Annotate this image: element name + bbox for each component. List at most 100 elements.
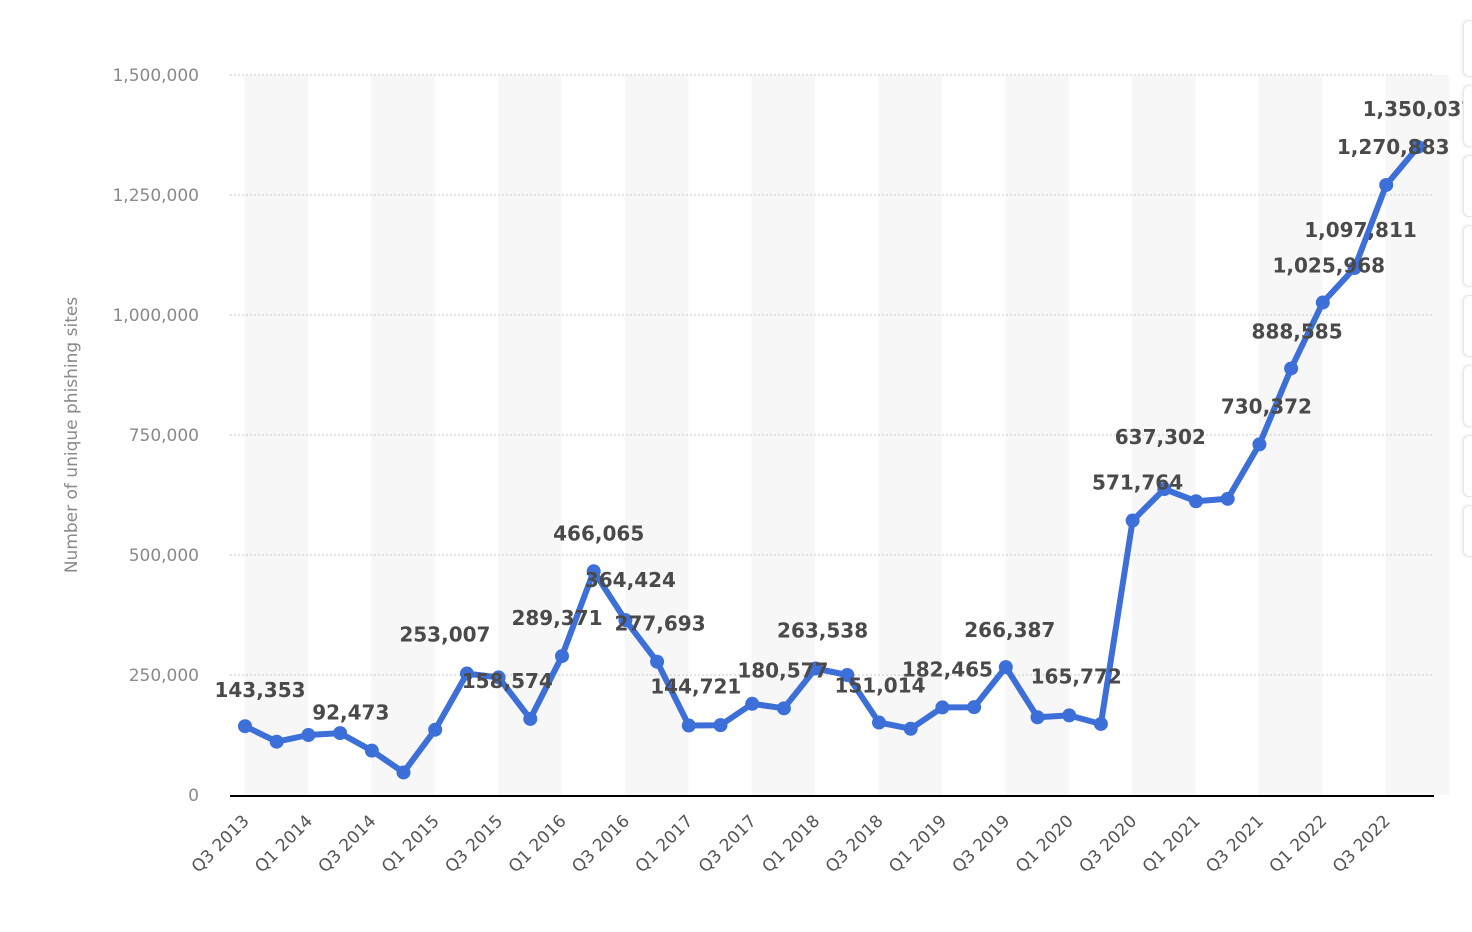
x-tick-label: Q1 2020 [1012, 811, 1078, 877]
x-tick-label: Q1 2019 [885, 811, 951, 877]
y-tick-label: 1,500,000 [112, 66, 199, 86]
data-label: 165,772 [1031, 664, 1122, 688]
data-label: 1,350,037 [1363, 97, 1472, 121]
data-point [1410, 139, 1425, 154]
x-tick-label: Q1 2015 [378, 811, 444, 877]
data-point [681, 718, 696, 733]
y-tick-label: 1,000,000 [112, 306, 199, 326]
side-toolbar-edge[interactable] [1463, 155, 1472, 217]
side-toolbar-edge[interactable] [1463, 20, 1472, 77]
data-point [459, 666, 474, 681]
data-label: 92,473 [312, 701, 389, 725]
data-point [903, 721, 918, 736]
data-point [1315, 295, 1330, 310]
x-tick-label: Q3 2021 [1202, 811, 1268, 877]
data-point [1157, 482, 1172, 497]
data-point [364, 743, 379, 758]
x-tick-label: Q3 2015 [441, 811, 507, 877]
side-toolbar-edge[interactable] [1463, 505, 1472, 557]
x-tick-label: Q3 2019 [949, 811, 1015, 877]
data-point [650, 654, 665, 669]
data-point [872, 715, 886, 730]
data-label: 143,353 [214, 678, 305, 702]
data-point [1347, 261, 1362, 276]
data-point [713, 718, 728, 733]
data-point [428, 722, 443, 737]
data-point [333, 726, 348, 741]
x-tick-label: Q3 2013 [188, 811, 254, 877]
y-axis-title: Number of unique phishing sites [62, 297, 82, 574]
y-tick-label: 750,000 [129, 426, 199, 446]
data-point [491, 670, 506, 685]
x-tick-label: Q1 2021 [1139, 811, 1205, 877]
data-point [1062, 708, 1077, 723]
x-tick-label: Q1 2014 [251, 811, 317, 877]
data-label: 151,014 [834, 674, 925, 698]
data-label: 289,371 [511, 606, 602, 630]
data-point [1093, 716, 1108, 731]
x-tick-label: Q3 2017 [695, 811, 761, 877]
data-label: 277,693 [615, 612, 706, 636]
line-series[interactable] [238, 139, 1425, 780]
data-point [269, 734, 284, 749]
y-tick-label: 1,250,000 [112, 186, 199, 206]
data-point [1030, 710, 1045, 725]
data-point [396, 765, 411, 780]
y-tick-label: 500,000 [129, 546, 199, 566]
data-label: 263,538 [777, 619, 868, 643]
data-point [238, 719, 252, 734]
side-toolbar-edge[interactable] [1463, 225, 1472, 287]
data-point [1379, 177, 1394, 192]
data-label: 1,025,968 [1272, 254, 1385, 278]
data-point [998, 660, 1013, 675]
x-tick-label: Q3 2022 [1329, 811, 1395, 877]
data-point [840, 668, 855, 682]
x-tick-label: Q3 2016 [568, 811, 634, 877]
data-point [745, 696, 760, 711]
data-label: 158,574 [462, 669, 553, 693]
data-label: 888,585 [1252, 319, 1343, 343]
data-point [967, 700, 982, 715]
data-point [301, 728, 316, 742]
data-label: 637,302 [1115, 425, 1206, 449]
y-tick-label: 250,000 [129, 666, 199, 686]
data-label: 253,007 [399, 623, 490, 647]
data-point [586, 564, 601, 579]
data-labels: 143,353 92,473 253,007 158,574 289,371 466,06… [214, 97, 1472, 725]
data-point [1284, 361, 1299, 376]
x-tick-label: Q3 2020 [1075, 811, 1141, 877]
data-point [808, 661, 823, 676]
data-label: 1,270,883 [1337, 135, 1450, 159]
data-point [555, 649, 569, 664]
data-point [523, 711, 538, 726]
data-point [618, 613, 633, 628]
side-toolbar-edge[interactable] [1463, 365, 1472, 427]
side-toolbar-edge[interactable] [1463, 85, 1472, 147]
data-label: 364,424 [585, 568, 676, 592]
x-tick-label: Q1 2016 [505, 811, 571, 877]
data-label: 730,372 [1221, 394, 1312, 418]
data-label: 571,764 [1092, 471, 1183, 495]
data-point [1189, 494, 1203, 509]
x-tick-label: Q3 2018 [822, 811, 888, 877]
x-tick-label: Q3 2014 [315, 811, 381, 877]
data-label: 180,577 [737, 658, 828, 682]
data-label: 144,721 [650, 675, 741, 699]
data-label: 466,065 [553, 521, 644, 545]
data-point [935, 700, 950, 715]
side-toolbar-edge[interactable] [1463, 295, 1472, 357]
x-tick-label: Q1 2017 [632, 811, 698, 877]
background-band [1385, 75, 1450, 795]
data-point [1220, 491, 1235, 506]
gridlines [230, 74, 1434, 676]
data-point [1125, 513, 1140, 528]
data-point [776, 701, 791, 716]
side-toolbar-edge[interactable] [1463, 435, 1472, 497]
y-axis-ticks: 0 250,000 500,000 750,000 1,000,000 1,250,000… [112, 66, 199, 806]
data-point [1252, 437, 1267, 452]
x-tick-label: Q1 2018 [758, 811, 824, 877]
data-label: 1,097,811 [1304, 218, 1417, 242]
x-tick-label: Q1 2022 [1266, 811, 1332, 877]
